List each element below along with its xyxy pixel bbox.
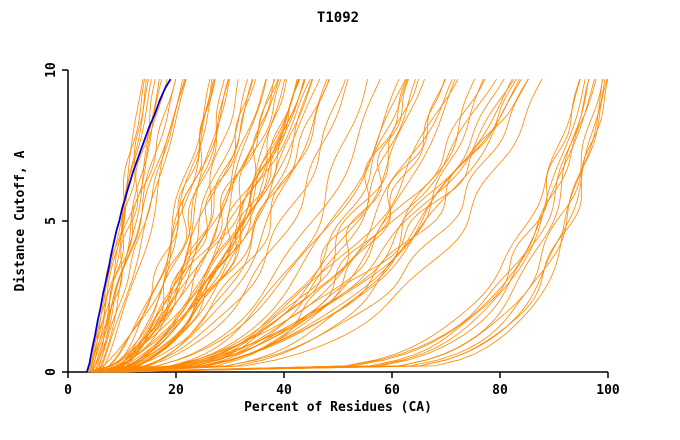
- model-curve: [89, 78, 177, 373]
- model-curve: [109, 79, 213, 373]
- model-curve: [93, 78, 321, 373]
- model-curve: [87, 78, 253, 373]
- model-curve: [110, 78, 505, 373]
- model-curve: [100, 78, 497, 373]
- model-curve: [95, 78, 186, 373]
- model-curve: [91, 78, 187, 373]
- model-curve: [118, 78, 608, 373]
- model-curve: [97, 78, 276, 373]
- model-curve: [104, 78, 475, 373]
- y-tick-label: 0: [44, 368, 59, 376]
- model-curve: [89, 79, 254, 373]
- model-curve: [100, 78, 522, 373]
- model-curve: [107, 78, 581, 373]
- model-curve: [95, 78, 529, 373]
- model-curve: [101, 78, 256, 373]
- model-curve: [97, 78, 225, 373]
- model-curve: [110, 78, 301, 373]
- model-curve: [93, 78, 453, 373]
- model-curve: [93, 78, 521, 373]
- model-curve: [102, 78, 515, 373]
- model-curve: [115, 78, 486, 373]
- model-curve: [91, 78, 406, 373]
- model-curve: [108, 79, 586, 373]
- model-curve: [88, 79, 152, 373]
- x-axis-label: Percent of Residues (CA): [244, 400, 432, 415]
- model-curve: [96, 79, 211, 373]
- model-curve: [95, 78, 300, 373]
- model-curve: [92, 79, 145, 373]
- model-curve: [89, 79, 144, 373]
- x-tick-label: 40: [276, 383, 292, 398]
- y-axis-label: Distance Cutoff, A: [13, 150, 28, 291]
- model-curve: [99, 78, 187, 373]
- model-curve: [108, 78, 416, 373]
- model-curve: [110, 78, 313, 373]
- model-curve: [96, 78, 529, 373]
- model-curve: [87, 79, 149, 373]
- model-curve: [101, 78, 595, 373]
- model-curve: [101, 79, 604, 373]
- axes: 0 20 40 60 80 100 0 5 10: [44, 62, 620, 398]
- model-curve: [93, 78, 425, 373]
- model-curve: [97, 78, 331, 373]
- model-curve: [111, 79, 590, 373]
- x-tick-label: 60: [384, 383, 400, 398]
- model-curve: [107, 78, 484, 373]
- x-tick-label: 20: [168, 383, 184, 398]
- y-tick-label: 5: [44, 217, 59, 225]
- x-tick-label: 80: [492, 383, 508, 398]
- model-curve: [113, 78, 513, 373]
- model-curve: [105, 78, 216, 373]
- chart-title: T1092: [317, 10, 359, 26]
- model-curve: [97, 79, 162, 373]
- model-curve: [109, 78, 314, 373]
- x-tick-label: 100: [596, 383, 620, 398]
- x-tick-label: 0: [64, 383, 72, 398]
- model-curve: [112, 78, 407, 373]
- model-curve: [114, 78, 581, 373]
- model-curve: [119, 79, 609, 373]
- model-curve: [100, 78, 597, 373]
- model-curve: [101, 79, 606, 373]
- model-curve: [108, 79, 215, 373]
- model-curves: [86, 78, 609, 373]
- model-curve: [103, 79, 288, 373]
- model-curve: [107, 78, 328, 373]
- model-curve: [90, 78, 346, 373]
- model-curve: [94, 78, 177, 373]
- model-curve: [92, 78, 311, 373]
- model-curve: [100, 78, 249, 373]
- model-curve: [93, 78, 349, 373]
- model-curve: [93, 78, 282, 373]
- model-curve: [107, 78, 543, 373]
- model-curve: [92, 78, 305, 373]
- model-curve: [112, 79, 604, 373]
- model-curve: [113, 78, 446, 373]
- model-curve: [106, 78, 459, 373]
- model-curve: [104, 79, 589, 373]
- model-curve: [97, 79, 216, 373]
- model-curve: [98, 78, 381, 373]
- model-curve: [92, 79, 229, 373]
- model-curve: [91, 79, 147, 373]
- y-tick-label: 10: [44, 62, 59, 78]
- model-curve: [116, 78, 408, 373]
- model-curve: [97, 79, 160, 373]
- model-curve: [93, 78, 445, 373]
- model-curve: [90, 78, 229, 373]
- highlighted-model-curve: [86, 78, 172, 373]
